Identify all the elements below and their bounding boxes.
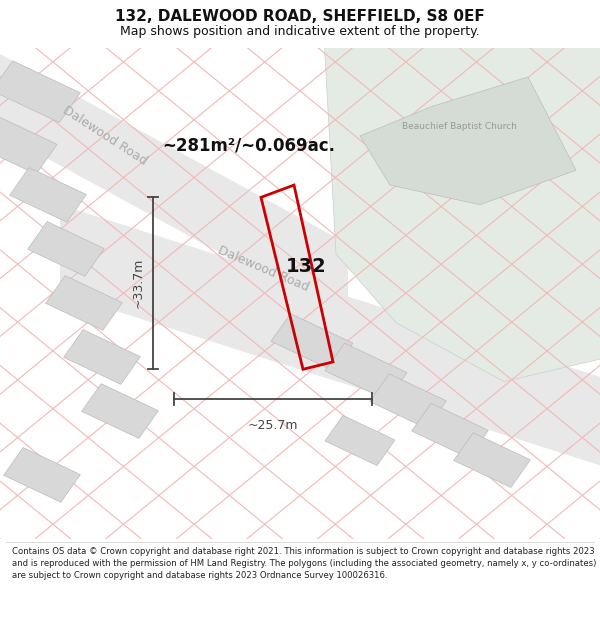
Polygon shape — [0, 61, 80, 122]
Polygon shape — [370, 374, 446, 429]
Text: 132: 132 — [286, 257, 326, 276]
Polygon shape — [324, 38, 600, 381]
Text: Map shows position and indicative extent of the property.: Map shows position and indicative extent… — [120, 25, 480, 38]
Text: ~281m²/~0.069ac.: ~281m²/~0.069ac. — [162, 137, 335, 155]
Polygon shape — [325, 416, 395, 466]
Text: ~25.7m: ~25.7m — [248, 419, 298, 432]
Polygon shape — [4, 448, 80, 503]
Polygon shape — [454, 433, 530, 488]
Polygon shape — [64, 329, 140, 384]
Polygon shape — [46, 276, 122, 330]
Text: Dalewood Road: Dalewood Road — [60, 104, 149, 168]
Polygon shape — [28, 222, 104, 276]
Text: Beauchief Baptist Church: Beauchief Baptist Church — [402, 122, 517, 131]
Polygon shape — [412, 403, 488, 458]
Polygon shape — [0, 38, 348, 322]
Text: 132, DALEWOOD ROAD, SHEFFIELD, S8 0EF: 132, DALEWOOD ROAD, SHEFFIELD, S8 0EF — [115, 9, 485, 24]
Polygon shape — [271, 314, 353, 371]
Polygon shape — [60, 205, 600, 475]
Polygon shape — [82, 384, 158, 438]
Polygon shape — [0, 118, 57, 174]
Polygon shape — [325, 343, 407, 400]
Polygon shape — [360, 77, 576, 205]
Polygon shape — [10, 168, 86, 222]
Text: ~33.7m: ~33.7m — [131, 258, 145, 309]
Text: Contains OS data © Crown copyright and database right 2021. This information is : Contains OS data © Crown copyright and d… — [12, 546, 596, 580]
Text: Dalewood Road: Dalewood Road — [216, 244, 311, 294]
